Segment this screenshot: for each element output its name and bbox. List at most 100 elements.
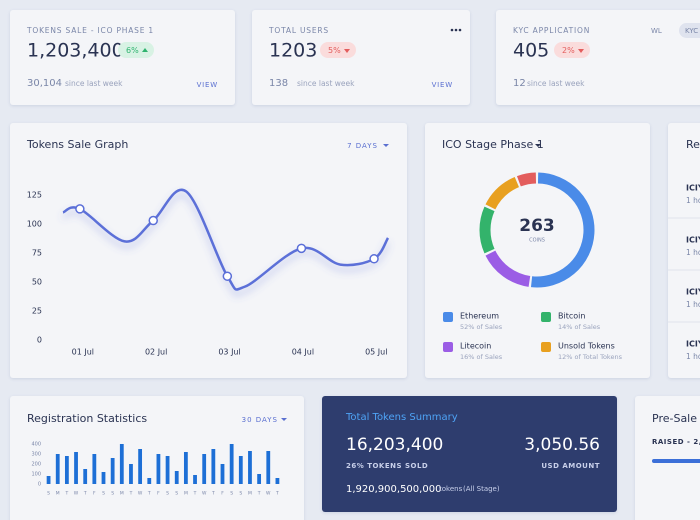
menu-dot[interactable] (458, 28, 462, 32)
card-title: Tokens Sale Graph (26, 138, 128, 151)
card-value: 1203 (269, 40, 317, 62)
x-tick-label: F (157, 491, 160, 497)
bar (248, 451, 252, 484)
card (10, 10, 235, 105)
bar (156, 454, 161, 484)
x-tick-label: S (47, 491, 50, 497)
bar (55, 454, 60, 484)
recent-list: ICIY 1 ho ICIY 1 ho ICIY 1 ho ICIY 1 ho (668, 184, 700, 361)
count-value: 138 (269, 78, 288, 89)
x-tick-label: T (275, 491, 279, 497)
y-tick-label: 0 (38, 482, 41, 488)
bar (92, 454, 97, 484)
donut-segment (516, 172, 537, 187)
bar (119, 444, 124, 484)
bar (110, 458, 115, 484)
bar (64, 456, 69, 484)
bar (238, 456, 243, 484)
x-tick-label: T (83, 491, 87, 497)
card (252, 10, 470, 105)
bar (275, 478, 280, 484)
menu-dot[interactable] (450, 28, 454, 32)
line-chart: 0 25 50 75 100 125 01 Jul 02 Jul 03 Jul 04 Jul 05 … (27, 188, 390, 357)
y-tick-label: 100 (27, 220, 42, 229)
x-tick-label: M (120, 491, 124, 497)
legend-swatch (443, 342, 453, 352)
donut-center-value: 263 (519, 216, 555, 236)
view-link[interactable]: VIEW (432, 81, 453, 89)
donut-segment (530, 172, 595, 288)
change-badge (118, 42, 154, 58)
tab[interactable]: WL (651, 27, 662, 35)
y-tick-label: 25 (32, 307, 42, 316)
tab-active (679, 23, 700, 38)
bar (183, 452, 188, 484)
range-select[interactable]: 30 DAYS (242, 416, 278, 424)
bar (202, 454, 207, 484)
bar (174, 471, 179, 484)
y-tick-label: 100 (31, 472, 41, 478)
line-point (222, 271, 233, 281)
menu-dot[interactable] (454, 28, 458, 32)
x-tick-label: T (257, 491, 261, 497)
x-tick-label: 01 Jul (72, 348, 94, 357)
bar (74, 452, 78, 484)
tab[interactable]: KYC (685, 27, 698, 35)
x-tick-label: S (230, 491, 233, 497)
bar (165, 456, 170, 484)
x-tick-label: S (239, 491, 242, 497)
count-note: since last week (527, 79, 585, 88)
legend-swatch (541, 312, 551, 322)
card-title: ICO Stage Phase 1 (442, 138, 544, 151)
bar (220, 464, 225, 484)
x-tick-label: T (65, 491, 69, 497)
x-tick-label: T (211, 491, 215, 497)
x-tick-label: T (147, 491, 151, 497)
change-badge (320, 42, 356, 58)
count-note: since last week (297, 79, 355, 88)
change-value: 2% (562, 46, 575, 55)
item-name: ICIY (686, 340, 700, 349)
card-value: 405 (513, 40, 549, 62)
y-tick-label: 200 (31, 462, 41, 468)
dropdown-caret[interactable] (535, 144, 541, 147)
trend-arrow (142, 48, 148, 52)
legend-label: Bitcoin (558, 312, 585, 321)
change-badge (554, 42, 590, 58)
x-tick-label: S (102, 491, 105, 497)
dropdown-caret (383, 144, 389, 147)
change-value: 5% (328, 46, 341, 55)
item-name: ICIY (686, 184, 700, 193)
y-tick-label: 400 (31, 442, 41, 448)
progress-bar (652, 459, 700, 463)
usd-amount-label: USD AMOUNT (541, 462, 600, 470)
card (635, 396, 700, 520)
tokens-note: (All Stage) (463, 485, 500, 493)
card (496, 10, 700, 105)
item-time: 1 ho (686, 352, 700, 361)
count-value: 12 (513, 78, 526, 89)
x-tick-label: M (56, 491, 60, 497)
x-tick-label: 02 Jul (145, 348, 167, 357)
legend-value: 14% of Sales (558, 323, 601, 331)
bar (147, 478, 152, 484)
change-value: 6% (126, 46, 139, 55)
y-tick-label: 0 (37, 336, 42, 345)
view-link[interactable]: VIEW (197, 81, 218, 89)
range-select[interactable]: 7 DAYS (347, 142, 378, 150)
x-tick-label: M (248, 491, 252, 497)
x-tick-label: W (138, 491, 143, 497)
bar (46, 476, 51, 484)
tokens-unit: tokens (439, 485, 463, 493)
y-tick-label: 50 (32, 278, 42, 287)
donut-segment (485, 176, 520, 210)
x-tick-label: F (93, 491, 96, 497)
bar (101, 472, 106, 484)
x-tick-label: S (111, 491, 114, 497)
bar (229, 444, 234, 484)
card-label: KYC APPLICATION (513, 26, 590, 35)
total-tokens: 1,920,900,500,000 (346, 484, 441, 495)
x-tick-label: F (221, 491, 224, 497)
